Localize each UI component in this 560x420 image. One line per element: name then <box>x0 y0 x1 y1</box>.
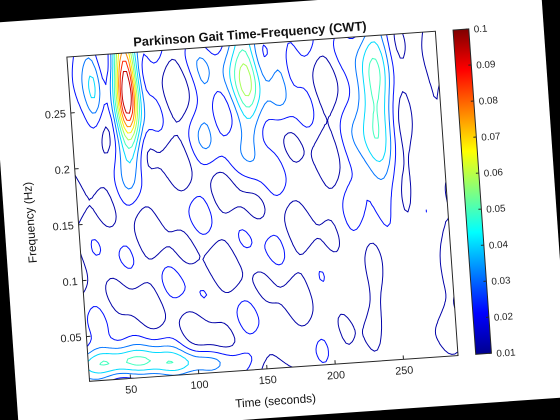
x-tick-label-4: 250 <box>395 364 414 377</box>
colorbar-tick-label-8: 0.09 <box>476 59 496 71</box>
x-tick-label-1: 100 <box>190 379 209 392</box>
contour-level-7 <box>118 52 136 128</box>
plot-area-frame <box>66 30 459 382</box>
colorbar-tick-label-0: 0.01 <box>496 347 516 359</box>
colorbar-tick-label-9: 0.1 <box>473 24 487 36</box>
colorbar-tick-label-2: 0.03 <box>491 275 511 287</box>
colorbar-tick-label-1: 0.02 <box>494 311 514 323</box>
x-tick-label-3: 200 <box>327 369 346 382</box>
y-axis-ticks: 0.05 0.1 0.15 0.2 0.25 <box>45 108 91 345</box>
colorbar <box>452 28 492 355</box>
y-tick-label-3: 0.2 <box>54 164 70 177</box>
colorbar-tick-label-4: 0.05 <box>486 203 506 215</box>
x-tick-label-2: 150 <box>258 374 277 387</box>
y-tick-label-0: 0.05 <box>60 332 82 345</box>
contour-level-5 <box>115 52 252 141</box>
y-axis-label: Frequency (Hz) <box>20 181 40 263</box>
colorbar-ticks: 0.01 0.02 0.03 0.04 0.05 0.06 0.07 0.08 0.09 0.1 <box>465 24 516 360</box>
y-tick-label-2: 0.15 <box>52 220 74 233</box>
chart-title: Parkinson Gait Time-Frequency (CWT) <box>133 18 367 49</box>
contour-level-4 <box>99 49 381 366</box>
y-tick-label-1: 0.1 <box>62 276 78 289</box>
y-tick-label-4: 0.25 <box>45 108 67 121</box>
x-axis-label: Time (seconds) <box>235 391 317 411</box>
contour-level-6 <box>116 52 137 134</box>
contour-lines <box>71 31 459 381</box>
x-axis-ticks: 50 100 150 200 250 <box>125 355 414 397</box>
contour-level-3 <box>87 41 387 374</box>
contour-level-2 <box>81 34 392 380</box>
contour-level-9 <box>121 71 132 114</box>
colorbar-tick-label-6: 0.07 <box>481 131 501 143</box>
colorbar-tick-label-5: 0.06 <box>483 167 503 179</box>
colorbar-tick-label-3: 0.04 <box>489 239 509 251</box>
x-tick-label-0: 50 <box>125 384 138 397</box>
colorbar-tick-label-7: 0.08 <box>478 95 498 107</box>
contour-level-0 <box>74 31 459 370</box>
contour-level-8 <box>119 60 134 121</box>
